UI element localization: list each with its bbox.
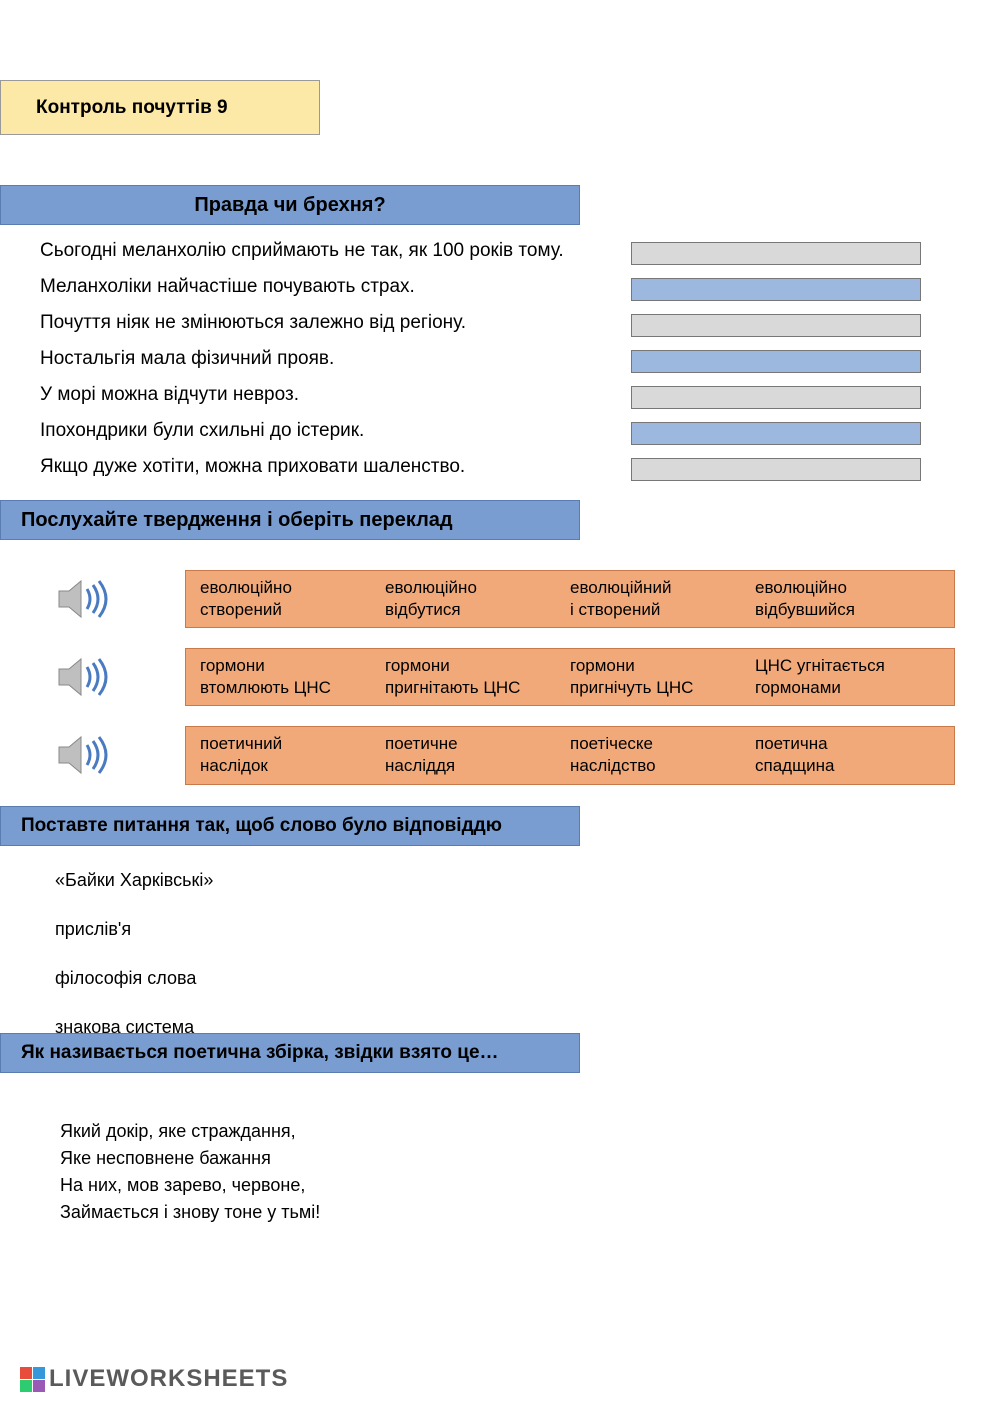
speaker-icon[interactable] xyxy=(55,731,115,779)
statements-list: Сьогодні меланхолію сприймають не так, я… xyxy=(40,240,600,492)
answer-input[interactable] xyxy=(631,314,921,337)
poem-line: На них, мов зарево, червоне, xyxy=(60,1172,320,1199)
worksheet-title: Контроль почуттів 9 xyxy=(0,80,320,135)
option[interactable]: еволюційновідбувшийся xyxy=(755,577,940,621)
options-row[interactable]: поетичнийнаслідок поетичненасліддя поеті… xyxy=(185,726,955,784)
options-row[interactable]: еволюційностворений еволюційновідбутися … xyxy=(185,570,955,628)
statement: Почуття ніяк не змінюються залежно від р… xyxy=(40,312,600,334)
answer-input[interactable] xyxy=(631,458,921,481)
poem-line: Займається і знову тоне у тьмі! xyxy=(60,1199,320,1226)
option[interactable]: поетичнийнаслідок xyxy=(200,733,385,777)
answer-input[interactable] xyxy=(631,242,921,265)
answer-text: філософія слова xyxy=(55,968,213,989)
answer-input[interactable] xyxy=(631,278,921,301)
speaker-icon[interactable] xyxy=(55,653,115,701)
answer-text: прислів'я xyxy=(55,919,213,940)
statement: У морі можна відчути невроз. xyxy=(40,384,600,406)
logo-icon xyxy=(20,1367,45,1392)
option[interactable]: еволюційнийі створений xyxy=(570,577,755,621)
poem-text: Який докір, яке страждання, Яке несповне… xyxy=(60,1118,320,1226)
poem-line: Яке несповнене бажання xyxy=(60,1145,320,1172)
audio-row: еволюційностворений еволюційновідбутися … xyxy=(55,570,955,628)
statement: Ностальгія мала фізичний прояв. xyxy=(40,348,600,370)
answer-input[interactable] xyxy=(631,422,921,445)
statement: Якщо дуже хотіти, можна приховати шаленс… xyxy=(40,456,600,478)
audio-row: гормонивтомлюють ЦНС гормонипригнітають … xyxy=(55,648,955,706)
poem-line: Який докір, яке страждання, xyxy=(60,1118,320,1145)
option[interactable]: ЦНС угнітаєтьсягормонами xyxy=(755,655,940,699)
speaker-icon[interactable] xyxy=(55,575,115,623)
option[interactable]: еволюційновідбутися xyxy=(385,577,570,621)
section2-header: Послухайте твердження і оберіть переклад xyxy=(0,500,580,540)
section4-header: Як називається поетична збірка, звідки в… xyxy=(0,1033,580,1073)
section1-header: Правда чи брехня? xyxy=(0,185,580,225)
option[interactable]: гормонипригнітають ЦНС xyxy=(385,655,570,699)
option[interactable]: поетичнаспадщина xyxy=(755,733,940,777)
option[interactable]: гормонипригнічуть ЦНС xyxy=(570,655,755,699)
audio-row: поетичнийнаслідок поетичненасліддя поеті… xyxy=(55,726,955,784)
option[interactable]: еволюційностворений xyxy=(200,577,385,621)
option[interactable]: поетіческенаслідство xyxy=(570,733,755,777)
statement: Сьогодні меланхолію сприймають не так, я… xyxy=(40,240,600,262)
section3-header: Поставте питання так, щоб слово було від… xyxy=(0,806,580,846)
answer-input[interactable] xyxy=(631,350,921,373)
answer-text: «Байки Харківські» xyxy=(55,870,213,891)
statement: Іпохондрики були схильні до істерик. xyxy=(40,420,600,442)
statement: Меланхоліки найчастіше почувають страх. xyxy=(40,276,600,298)
options-row[interactable]: гормонивтомлюють ЦНС гормонипригнітають … xyxy=(185,648,955,706)
audio-section: еволюційностворений еволюційновідбутися … xyxy=(55,570,955,805)
footer-logo: LIVEWORKSHEETS xyxy=(20,1365,288,1393)
answer-boxes xyxy=(631,242,921,494)
answer-input[interactable] xyxy=(631,386,921,409)
option[interactable]: гормонивтомлюють ЦНС xyxy=(200,655,385,699)
footer-brand: LIVEWORKSHEETS xyxy=(49,1365,288,1393)
option[interactable]: поетичненасліддя xyxy=(385,733,570,777)
